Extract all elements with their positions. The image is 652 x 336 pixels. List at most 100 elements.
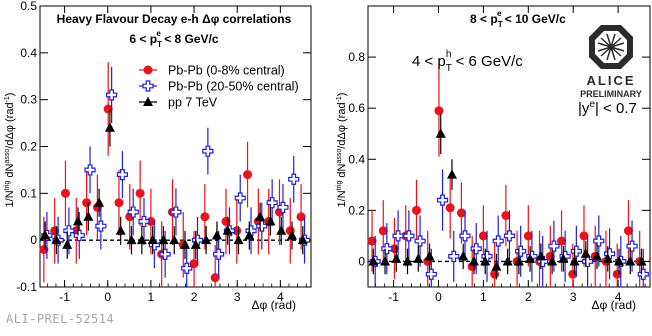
- left-xtick-label: 3: [234, 290, 241, 304]
- right-data-point: [614, 255, 625, 266]
- right-data-point: [368, 255, 379, 266]
- right-data-point: [535, 250, 546, 261]
- alice-logo-preliminary: PRELIMINARY: [580, 89, 642, 99]
- right-data-point: [436, 194, 449, 206]
- left-ytick-label: -0.1: [16, 280, 37, 294]
- right-data-point: [515, 245, 527, 257]
- right-data-point: [445, 203, 455, 213]
- left-data-point: [222, 225, 233, 235]
- left-data-point: [288, 173, 300, 185]
- left-data-point: [116, 169, 129, 181]
- right-data-point: [501, 210, 511, 220]
- left-data-point: [60, 188, 70, 198]
- right-data-point: [580, 248, 591, 258]
- left-data-point: [244, 229, 255, 240]
- right-series-open-cross: [369, 169, 649, 287]
- right-ytick-label: 0.2: [348, 203, 365, 217]
- left-data-point: [82, 198, 92, 208]
- left-data-point: [63, 225, 75, 237]
- right-data-point: [637, 268, 649, 280]
- left-data-point: [276, 225, 287, 235]
- left-data-point: [202, 145, 214, 157]
- right-data-point: [425, 268, 437, 280]
- left-data-point: [104, 122, 115, 132]
- right-data-point: [548, 240, 560, 252]
- left-data-point: [94, 197, 105, 207]
- right-panel: -1 0 1 2 3 4 0 0.2 0.4 0.6 0.8: [348, 6, 650, 304]
- right-data-point: [448, 250, 460, 262]
- right-data-point: [424, 250, 435, 261]
- right-data-point: [413, 253, 424, 263]
- left-data-point: [136, 234, 147, 245]
- right-ytick-label: 0: [358, 254, 365, 268]
- left-data-point: [245, 225, 257, 237]
- right-data-point: [490, 269, 500, 279]
- right-data-point: [478, 231, 488, 241]
- legend-marker: [143, 65, 153, 75]
- right-data-point: [525, 253, 536, 263]
- right-data-point: [513, 255, 524, 266]
- right-series-triangle: [368, 113, 647, 280]
- right-data-point: [381, 243, 393, 255]
- right-data-point: [503, 230, 516, 242]
- left-data-point: [39, 245, 49, 255]
- left-data-point: [135, 188, 145, 198]
- right-plot-frame: [367, 5, 651, 288]
- right-data-point: [570, 245, 582, 257]
- right-ytick-label: 0.6: [348, 101, 365, 115]
- right-data-point: [581, 255, 594, 268]
- right-pth-annotation: 4 < pTh < 6 GeV/c: [412, 49, 523, 74]
- right-data-point: [468, 255, 479, 266]
- right-data-point: [603, 248, 616, 260]
- left-data-point: [126, 234, 137, 245]
- left-data-point: [243, 170, 253, 180]
- left-xtick-label: 2: [191, 290, 198, 304]
- right-data-point: [491, 261, 502, 271]
- left-data-point: [234, 192, 246, 204]
- right-data-point: [391, 253, 402, 263]
- right-data-point: [592, 250, 603, 261]
- left-ytick-label: 0.1: [20, 186, 37, 200]
- left-data-point: [170, 206, 182, 218]
- right-data-point: [636, 255, 647, 266]
- left-ytick-label: 0.3: [20, 93, 37, 107]
- left-legend: Pb-Pb (0-8% central) Pb-Pb (20-50% centra…: [139, 64, 299, 110]
- right-data-point: [481, 250, 493, 262]
- right-data-point: [435, 128, 446, 138]
- left-data-point: [213, 248, 225, 260]
- right-data-point: [380, 255, 391, 266]
- figure-id-label: ALI-PREL-52514: [6, 312, 115, 326]
- right-xtick-label: 2: [525, 290, 532, 304]
- right-data-point: [502, 255, 513, 266]
- right-data-point: [569, 255, 580, 266]
- legend-label: Pb-Pb (20-50% central): [168, 80, 299, 94]
- left-data-point: [255, 211, 266, 221]
- left-data-point: [138, 215, 150, 228]
- right-data-point: [547, 255, 558, 266]
- right-xtick-label: 0: [435, 290, 442, 304]
- left-data-point: [201, 234, 212, 245]
- left-data-point: [106, 89, 118, 101]
- left-data-point: [287, 229, 298, 240]
- right-title: 8 < pTe < 10 GeV/c: [470, 9, 566, 29]
- left-plot-frame: [39, 5, 312, 288]
- left-xtick-label: 4: [277, 290, 284, 304]
- right-data-point: [434, 106, 444, 116]
- right-data-point: [458, 250, 469, 261]
- right-xtick-label: 1: [480, 290, 487, 304]
- left-data-point: [191, 234, 204, 246]
- left-data-point: [127, 206, 139, 218]
- right-xtick-label: 3: [570, 290, 577, 304]
- left-data-point: [265, 215, 276, 226]
- left-data-point: [266, 197, 278, 209]
- left-series-open-cross: [41, 66, 311, 287]
- legend-marker: [143, 96, 153, 106]
- left-data-point: [158, 234, 169, 245]
- left-data-point: [72, 215, 83, 226]
- left-ytick-label: 0.2: [20, 140, 37, 154]
- right-ytick-label: 0.8: [348, 50, 365, 64]
- left-data-point: [159, 248, 171, 260]
- right-data-point: [602, 253, 613, 263]
